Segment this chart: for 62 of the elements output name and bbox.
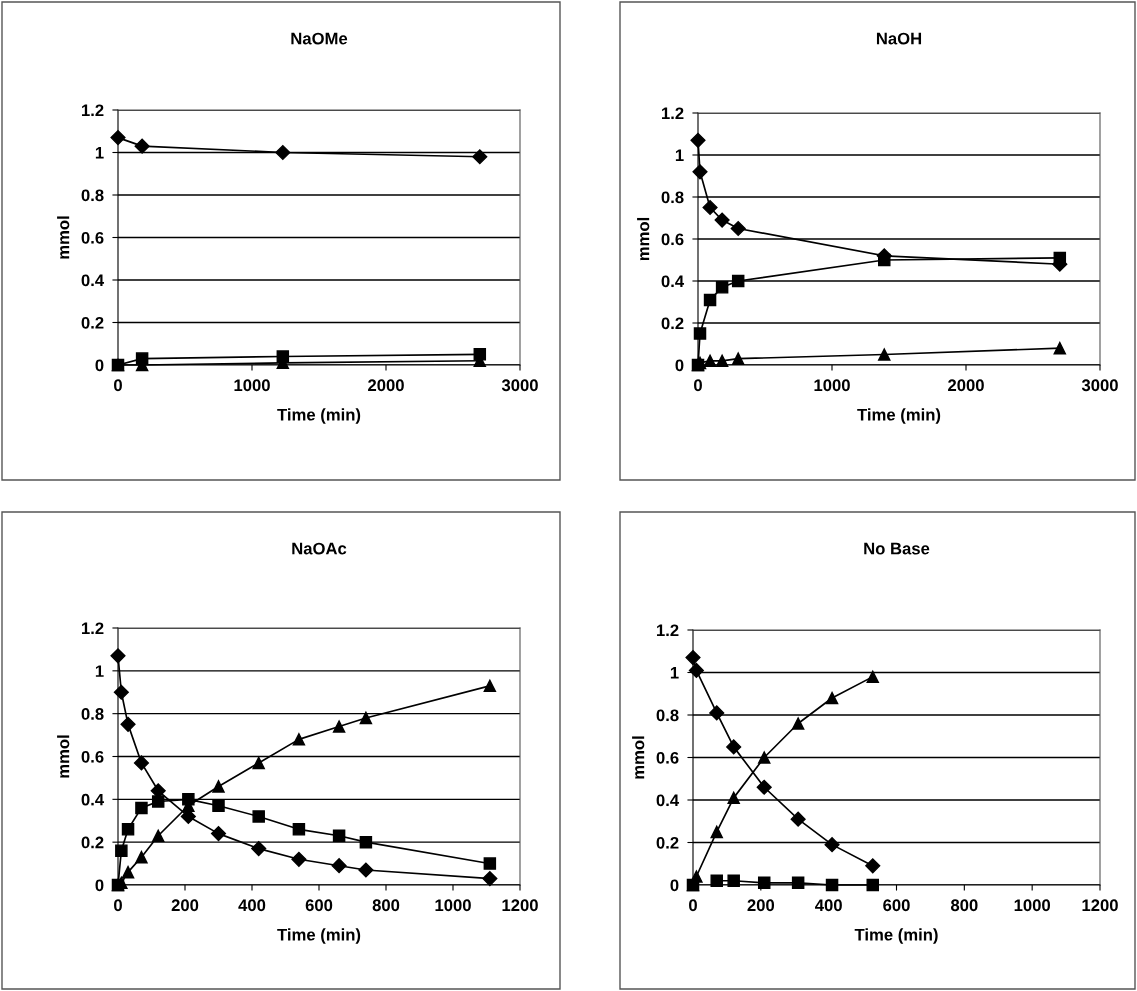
y-tick-label: 0.6 bbox=[81, 231, 104, 244]
x-tick-label: 2000 bbox=[948, 379, 984, 392]
chart-title: NaOMe bbox=[291, 32, 348, 45]
y-tick-label: 0.6 bbox=[656, 751, 679, 764]
x-axis-title: Time (min) bbox=[857, 408, 941, 424]
y-tick-label: 1.2 bbox=[81, 104, 104, 117]
x-tick-label: 600 bbox=[883, 899, 910, 912]
x-tick-label: 1000 bbox=[1014, 899, 1051, 912]
y-tick-label: 0.8 bbox=[656, 709, 679, 722]
x-tick-label: 0 bbox=[694, 379, 702, 392]
y-tick-label: 0.6 bbox=[661, 233, 684, 246]
y-tick-label: 0 bbox=[95, 359, 104, 372]
y-tick-label: 0 bbox=[95, 879, 104, 892]
x-axis-title: Time (min) bbox=[854, 928, 938, 944]
y-tick-label: 1 bbox=[670, 667, 679, 679]
x-tick-label: 800 bbox=[950, 899, 978, 912]
y-tick-label: 1.2 bbox=[81, 622, 104, 635]
y-axis-title: mmol bbox=[637, 217, 650, 261]
x-tick-label: 1200 bbox=[1082, 899, 1118, 912]
x-axis-title: Time (min) bbox=[277, 928, 361, 944]
y-tick-label: 0.4 bbox=[656, 794, 680, 807]
x-tick-label: 600 bbox=[305, 899, 333, 912]
x-tick-label: 3000 bbox=[501, 379, 538, 392]
x-tick-label: 2000 bbox=[368, 379, 404, 392]
x-tick-label: 400 bbox=[238, 899, 266, 912]
chart-title: NaOH bbox=[876, 32, 922, 45]
y-axis-title: mmol bbox=[57, 735, 70, 778]
y-axis-title: mmol bbox=[632, 736, 645, 779]
y-tick-label: 0.8 bbox=[81, 708, 104, 720]
y-tick-label: 1 bbox=[95, 147, 104, 159]
x-tick-label: 0 bbox=[689, 899, 697, 912]
y-tick-label: 1 bbox=[675, 149, 684, 162]
x-tick-label: 3000 bbox=[1081, 379, 1118, 392]
x-tick-label: 0 bbox=[114, 379, 122, 392]
x-tick-label: 200 bbox=[747, 899, 775, 912]
y-tick-label: 0 bbox=[675, 359, 684, 372]
x-tick-label: 800 bbox=[372, 899, 400, 912]
y-tick-label: 1.2 bbox=[656, 624, 679, 637]
chart-title: No Base bbox=[864, 542, 930, 555]
y-tick-label: 0.6 bbox=[81, 750, 104, 763]
y-tick-label: 0.2 bbox=[81, 316, 104, 329]
y-tick-label: 0.2 bbox=[656, 836, 679, 849]
x-tick-label: 400 bbox=[815, 899, 842, 912]
x-axis-title: Time (min) bbox=[277, 408, 361, 424]
y-tick-label: 0 bbox=[670, 879, 679, 892]
x-tick-label: 0 bbox=[114, 899, 122, 912]
x-tick-label: 1200 bbox=[502, 899, 538, 912]
x-tick-label: 200 bbox=[171, 899, 199, 912]
y-axis-title: mmol bbox=[57, 216, 70, 259]
x-tick-label: 1000 bbox=[814, 379, 850, 392]
y-tick-label: 0.2 bbox=[661, 317, 684, 330]
chart-title: NaOAc bbox=[292, 542, 347, 555]
x-tick-label: 1000 bbox=[435, 899, 471, 912]
y-tick-label: 0.2 bbox=[81, 836, 104, 849]
y-tick-label: 0.4 bbox=[81, 274, 105, 287]
y-tick-label: 0.8 bbox=[81, 189, 104, 202]
y-tick-label: 0.8 bbox=[661, 191, 684, 204]
y-tick-label: 0.4 bbox=[661, 275, 685, 288]
x-tick-label: 1000 bbox=[234, 379, 270, 392]
y-tick-label: 0.4 bbox=[81, 793, 105, 806]
y-tick-label: 1 bbox=[95, 665, 104, 677]
y-tick-label: 1.2 bbox=[661, 107, 684, 120]
